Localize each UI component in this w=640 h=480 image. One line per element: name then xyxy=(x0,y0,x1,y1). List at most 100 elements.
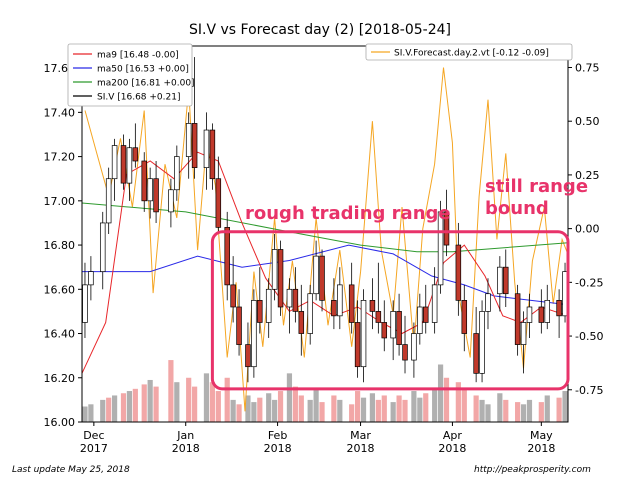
candle-body xyxy=(286,288,293,308)
candle-body xyxy=(271,249,278,290)
volume-bar xyxy=(349,404,355,422)
right-tick-label: -0.25 xyxy=(575,276,603,289)
volume-bar xyxy=(292,386,298,422)
right-tick-label: 0.75 xyxy=(575,61,600,74)
candle-body xyxy=(514,293,521,345)
x-tick-year-label: 2018 xyxy=(172,442,200,455)
candle-body xyxy=(292,288,299,312)
candle-body xyxy=(245,344,251,368)
candle-body xyxy=(203,129,210,168)
left-tick-label: 17.00 xyxy=(44,195,76,208)
legend-right: SI.V.Forecast.day.2.vt [-0.12 -0.09] xyxy=(365,43,573,61)
candle-body xyxy=(417,306,423,334)
footer-last-update: Last update May 25, 2018 xyxy=(12,465,130,475)
volume-bar xyxy=(437,364,444,422)
volume-bar xyxy=(307,399,313,422)
legend-label: ma9 [16.48 -0.00] xyxy=(97,51,179,61)
candle-body xyxy=(82,284,88,323)
volume-bar xyxy=(526,399,533,422)
candle-body xyxy=(390,311,396,339)
left-tick-label: 16.20 xyxy=(44,372,76,385)
volume-bar xyxy=(402,399,408,422)
volume-bar xyxy=(230,399,236,422)
volume-bar xyxy=(503,399,509,422)
volume-bar xyxy=(186,377,192,422)
candle-body xyxy=(526,306,533,323)
candle-body xyxy=(538,306,545,323)
volume-bar xyxy=(497,393,503,422)
volume-bar xyxy=(417,397,423,422)
plot-frame xyxy=(81,45,569,423)
candle-body xyxy=(147,178,153,202)
x-tick-year-label: 2018 xyxy=(264,442,292,455)
forecast-line xyxy=(84,67,569,412)
volume-bar xyxy=(236,404,242,422)
volume-bar xyxy=(461,388,467,422)
candle-body xyxy=(174,156,180,191)
candle-body xyxy=(153,178,159,213)
candle-body xyxy=(381,322,388,339)
candle-body xyxy=(497,266,503,295)
left-tick-label: 16.80 xyxy=(44,239,76,252)
volume-bar xyxy=(168,360,174,422)
volume-bar xyxy=(153,386,159,422)
volume-bar xyxy=(432,388,438,422)
candle-body xyxy=(99,222,106,272)
volume-bar xyxy=(556,397,562,422)
candle-body xyxy=(423,306,429,323)
x-tick-label: Feb xyxy=(268,429,287,442)
candle-body xyxy=(348,284,355,323)
candle-body xyxy=(479,311,485,374)
volume-bar xyxy=(485,404,491,422)
candle-body xyxy=(473,333,479,374)
volume-bar xyxy=(337,399,343,422)
footer-url: http://peakprosperity.com xyxy=(474,465,591,475)
volume-bar xyxy=(132,388,138,422)
volume-bar xyxy=(82,406,88,422)
volume-bar xyxy=(100,399,106,422)
volume-bar xyxy=(544,395,550,422)
volume-bar xyxy=(272,399,278,422)
volume-bar xyxy=(111,395,118,422)
legend-label: ma200 [16.81 +0.00] xyxy=(97,79,195,89)
volume-bar xyxy=(106,397,112,422)
ma200-line xyxy=(81,202,569,253)
volume-bar xyxy=(562,391,568,422)
volume-bar xyxy=(375,399,381,422)
candle-body xyxy=(277,249,284,308)
candle-body xyxy=(375,311,382,323)
candle-body xyxy=(132,147,139,162)
annotation-rough-trading-range: rough trading range xyxy=(245,203,451,224)
candle-body xyxy=(185,123,192,157)
candle-body xyxy=(313,255,319,295)
volume-bar xyxy=(515,402,521,422)
volume-bar xyxy=(224,377,230,422)
candle-body xyxy=(431,284,438,323)
volume-bar xyxy=(313,388,319,422)
left-tick-label: 16.60 xyxy=(44,283,76,296)
candle-body xyxy=(556,300,562,317)
volume-bar xyxy=(277,391,284,422)
volume-bar xyxy=(174,382,180,422)
legend-label: ma50 [16.53 +0.00] xyxy=(97,65,189,75)
right-tick-label: 0.50 xyxy=(575,115,600,128)
volume-bar xyxy=(381,395,387,422)
candle-body xyxy=(411,333,417,361)
candle-body xyxy=(396,311,402,345)
candle-body xyxy=(503,266,509,295)
volume-bar xyxy=(215,391,221,422)
annotation-bound: bound xyxy=(485,198,549,219)
candle-body xyxy=(461,300,468,334)
candle-body xyxy=(191,123,198,168)
candle-body xyxy=(111,145,118,180)
candle-body xyxy=(251,300,257,368)
x-tick-label: May xyxy=(530,429,553,442)
volume-bar xyxy=(455,382,461,422)
legend-label: SI.V.Forecast.day.2.vt [-0.12 -0.09] xyxy=(394,49,549,59)
candle-body xyxy=(455,244,462,301)
left-tick-label: 17.60 xyxy=(44,62,76,75)
left-tick-label: 17.40 xyxy=(44,106,76,119)
x-tick-label: Dec xyxy=(83,429,104,442)
volume-bar xyxy=(411,391,417,422)
